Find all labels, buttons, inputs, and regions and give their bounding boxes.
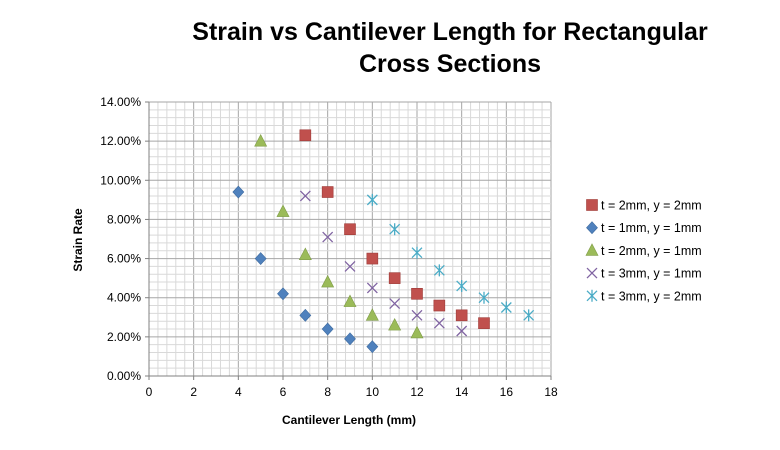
legend-item: t = 2mm, y = 2mm [586, 199, 702, 213]
data-point [389, 223, 401, 236]
y-tick-label: 10.00% [100, 173, 141, 187]
data-point [343, 294, 357, 307]
data-point [298, 247, 312, 260]
x-tick-label: 10 [366, 385, 380, 399]
x-tick-label: 14 [455, 385, 469, 399]
x-tick-label: 12 [410, 385, 424, 399]
x-axis-title: Cantilever Length (mm) [282, 413, 416, 427]
legend-item: t = 1mm, y = 1mm [586, 221, 702, 235]
x-tick-label: 16 [500, 385, 514, 399]
data-point [344, 260, 356, 272]
data-point [433, 264, 445, 277]
data-point [254, 133, 268, 147]
y-tick-label: 12.00% [100, 134, 141, 148]
x-tick-label: 8 [324, 385, 331, 399]
legend-item: t = 3mm, y = 2mm [586, 289, 702, 303]
data-point [299, 190, 311, 202]
axes: 0 2 4 6 8 10 12 14 16 18 0.00% 2.00% 4.00% 6.00% 8.00%… [100, 95, 558, 399]
data-point [366, 282, 378, 294]
x-tick-label: 18 [544, 385, 558, 399]
data-point [344, 223, 356, 236]
y-tick-label: 6.00% [107, 252, 141, 266]
series-4 [299, 190, 468, 337]
data-point [388, 317, 402, 331]
series-1 [299, 129, 490, 329]
legend-label: t = 3mm, y = 2mm [601, 289, 702, 303]
legend-label: t = 1mm, y = 1mm [601, 221, 702, 235]
data-point [365, 308, 379, 321]
data-points [232, 129, 535, 354]
data-point [500, 301, 512, 314]
chart-title: Strain vs Cantilever Length for Rectangu… [190, 16, 710, 80]
data-point [322, 231, 334, 243]
data-point [389, 298, 401, 310]
series-5 [366, 193, 535, 322]
x-tick-label: 2 [190, 385, 197, 399]
chart-title-line-1: Strain vs Cantilever Length for Rectangu… [192, 18, 708, 46]
legend-marker [586, 221, 598, 235]
data-point [366, 252, 379, 265]
data-point [321, 274, 335, 288]
data-point [411, 287, 423, 300]
series-2 [232, 185, 379, 354]
data-point [321, 322, 334, 336]
legend-label: t = 2mm, y = 2mm [601, 199, 702, 213]
data-point [433, 299, 446, 312]
data-point [388, 272, 401, 284]
data-point [321, 186, 334, 198]
legend: t = 2mm, y = 2mm t = 1mm, y = 1mm t = 2mm,… [585, 199, 702, 303]
legend-marker [586, 267, 598, 279]
x-tick-label: 4 [235, 385, 242, 399]
data-point [299, 308, 312, 322]
legend-label: t = 2mm, y = 1mm [601, 244, 702, 258]
data-point [433, 317, 445, 329]
data-point [411, 246, 423, 259]
legend-marker [586, 289, 598, 302]
data-point [456, 279, 468, 292]
x-tick-label: 0 [146, 385, 153, 399]
data-point [455, 309, 468, 322]
data-point [254, 252, 267, 266]
x-tick-label: 6 [280, 385, 287, 399]
data-point [478, 291, 490, 304]
chart-title-line-2: Cross Sections [358, 50, 541, 78]
y-tick-label: 2.00% [107, 330, 141, 344]
data-point [299, 129, 312, 142]
data-point [411, 309, 423, 321]
legend-label: t = 3mm, y = 1mm [601, 267, 702, 281]
legend-marker [586, 199, 598, 211]
data-point [478, 317, 490, 329]
data-point [366, 193, 378, 206]
data-point [523, 309, 535, 322]
data-point [456, 325, 468, 337]
data-point [366, 340, 379, 354]
y-tick-label: 8.00% [107, 212, 141, 226]
y-tick-label: 0.00% [107, 369, 141, 383]
data-point [344, 332, 356, 346]
y-tick-label: 4.00% [107, 291, 141, 305]
legend-item: t = 2mm, y = 1mm [585, 243, 702, 258]
data-point [410, 325, 424, 339]
legend-item: t = 3mm, y = 1mm [586, 267, 702, 281]
series-3 [254, 133, 424, 339]
legend-marker [585, 243, 599, 256]
y-tick-label: 14.00% [100, 95, 141, 109]
data-point [277, 287, 289, 301]
grid [148, 101, 552, 377]
data-point [232, 185, 245, 199]
data-point [276, 204, 290, 217]
y-axis-title: Strain Rate [71, 208, 85, 272]
